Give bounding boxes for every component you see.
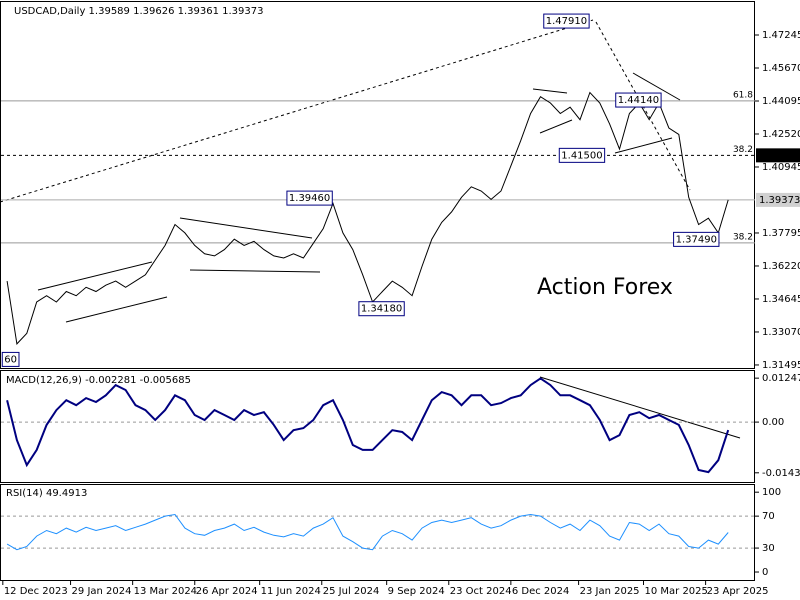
rsi-panel — [0, 484, 755, 581]
x-tick-label: 13 Mar 2024 — [134, 586, 197, 597]
x-tick-label: 23 Apr 2025 — [707, 586, 769, 597]
annotation-box — [558, 147, 606, 163]
annotation-label: 1.39460 — [289, 193, 330, 204]
annotation-box — [358, 301, 405, 317]
price-box-label: 1.41500 — [759, 150, 800, 161]
x-tick-label: 10 Mar 2025 — [645, 586, 708, 597]
fib-label: 38.2 — [733, 145, 753, 155]
y-tick-label: 1.44095 — [762, 96, 800, 107]
y-tick-label: 0 — [762, 567, 768, 578]
x-tick-label: 11 Jun 2024 — [261, 586, 321, 597]
series-line — [6, 513, 729, 551]
y-tick-label: 1.45670 — [762, 63, 800, 74]
y-tick-label: 1.42520 — [762, 129, 800, 140]
trendline — [539, 119, 573, 134]
y-tick-label: 100 — [762, 487, 781, 498]
x-tick-label: 23 Oct 2024 — [450, 586, 512, 597]
annotation-box — [673, 231, 720, 247]
y-tick-label: 0.012472 — [762, 373, 800, 384]
series-line — [6, 91, 729, 345]
annotation-label: 60 — [4, 354, 17, 365]
macd-title: MACD(12,26,9) -0.002281 -0.005685 — [6, 375, 191, 386]
annotation-label: 1.37490 — [676, 234, 717, 245]
annotation-label: 1.44140 — [618, 95, 659, 106]
annotation-box — [543, 13, 590, 29]
price-box-label: 1.39373 — [759, 195, 800, 206]
trendline — [65, 296, 168, 323]
y-tick-label: 0.00 — [762, 417, 784, 428]
series-line — [6, 377, 730, 474]
annotation-label: 1.47910 — [546, 16, 587, 27]
trendline — [532, 88, 568, 94]
trendline — [0, 19, 594, 203]
y-tick-label: 1.40945 — [762, 162, 800, 173]
annotation-label: 1.41500 — [561, 150, 602, 161]
x-tick-label: 29 Jan 2024 — [72, 586, 132, 597]
x-tick-label: 6 Dec 2024 — [512, 586, 570, 597]
trendline — [189, 269, 321, 273]
x-tick-label: 9 Sep 2024 — [388, 586, 445, 597]
y-tick-label: 1.31495 — [762, 360, 800, 371]
trendline — [179, 217, 313, 239]
annotation-label: 1.34180 — [361, 304, 402, 315]
y-tick-label: 1.34645 — [762, 294, 800, 305]
x-tick-label: 12 Dec 2023 — [4, 586, 68, 597]
macd-panel — [0, 370, 755, 483]
annotation-box — [615, 92, 662, 108]
fib-label: 38.2 — [733, 232, 753, 242]
trendline — [632, 72, 681, 101]
fib-label: 61.8 — [733, 90, 753, 100]
trendline — [37, 261, 153, 291]
y-tick-label: 1.36220 — [762, 261, 800, 272]
y-tick-label: 1.47245 — [762, 30, 800, 41]
trendline — [614, 137, 673, 154]
annotation-box — [1, 351, 20, 367]
price-panel — [0, 1, 755, 369]
y-tick-label: 1.33070 — [762, 327, 800, 338]
trendline — [539, 376, 741, 439]
y-tick-label: -0.014389 — [762, 468, 800, 479]
x-tick-label: 25 Jul 2024 — [323, 586, 380, 597]
y-tick-label: 30 — [762, 543, 775, 554]
y-tick-label: 1.37795 — [762, 228, 800, 239]
price-box — [756, 192, 800, 207]
watermark: Action Forex — [537, 275, 673, 300]
rsi-title: RSI(14) 49.4913 — [6, 488, 87, 499]
y-tick-label: 70 — [762, 511, 775, 522]
annotation-box — [286, 190, 333, 206]
x-tick-label: 26 Apr 2024 — [196, 586, 258, 597]
chart-title: USDCAD,Daily 1.39589 1.39626 1.39361 1.3… — [14, 6, 264, 17]
x-tick-label: 23 Jan 2025 — [580, 586, 640, 597]
price-box — [756, 148, 800, 163]
